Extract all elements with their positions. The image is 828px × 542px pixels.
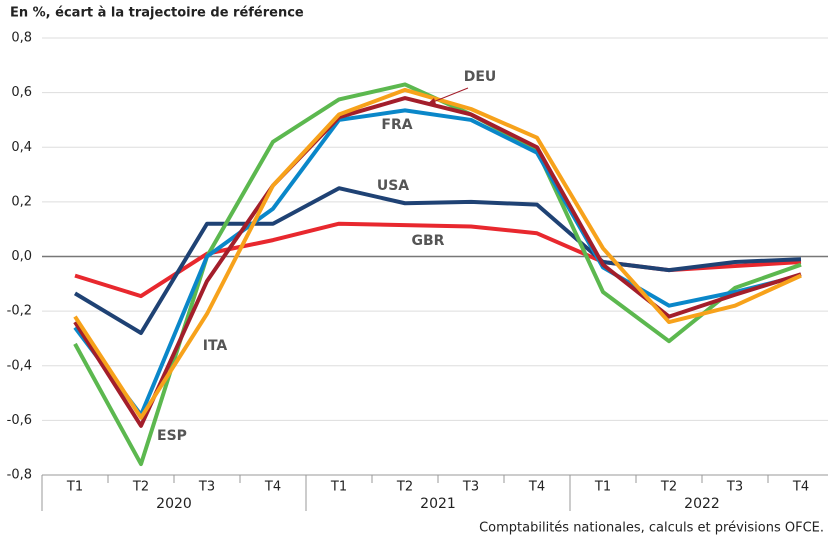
y-tick-label: -0,8	[7, 468, 32, 483]
y-tick-label: 0,6	[11, 85, 32, 100]
x-tick-label: T3	[726, 480, 743, 495]
series-label: GBR	[412, 233, 445, 249]
series-line	[73, 108, 802, 417]
group-label: 2022	[684, 496, 720, 512]
series-label: USA	[377, 178, 409, 194]
x-tick-label: T3	[198, 480, 215, 495]
x-tick-label: T2	[660, 480, 677, 495]
source: Comptabilités nationales, calculs et pré…	[479, 521, 824, 536]
series-label: ITA	[203, 338, 228, 354]
x-tick-label: T1	[594, 480, 611, 495]
y-tick-label: 0,2	[11, 194, 32, 209]
x-tick-label: T4	[792, 480, 809, 495]
series-label: DEU	[464, 69, 497, 85]
x-tick-label: T4	[528, 480, 545, 495]
series-line	[73, 96, 802, 428]
x-tick-label: T3	[462, 480, 479, 495]
x-tick-label: T4	[264, 480, 281, 495]
y-tick-label: 0,4	[11, 140, 32, 155]
series-label: ESP	[157, 428, 187, 444]
y-tick-label: 0,8	[11, 31, 32, 46]
y-tick-label: -0,2	[7, 304, 32, 319]
series-line	[73, 186, 802, 335]
y-tick-label: 0,0	[11, 249, 32, 264]
group-label: 2021	[420, 496, 456, 512]
arrow-head	[426, 98, 436, 105]
series-line	[73, 87, 802, 420]
subtitle: En %, écart à la trajectoire de référenc…	[10, 6, 304, 21]
group-label: 2020	[156, 496, 192, 512]
x-tick-label: T2	[132, 480, 149, 495]
x-tick-label: T1	[66, 480, 83, 495]
series-line	[73, 82, 802, 467]
series-label: FRA	[381, 117, 412, 133]
x-tick-label: T2	[396, 480, 413, 495]
y-tick-label: -0,6	[7, 413, 32, 428]
y-tick-label: -0,4	[7, 358, 32, 373]
x-tick-label: T1	[330, 480, 347, 495]
